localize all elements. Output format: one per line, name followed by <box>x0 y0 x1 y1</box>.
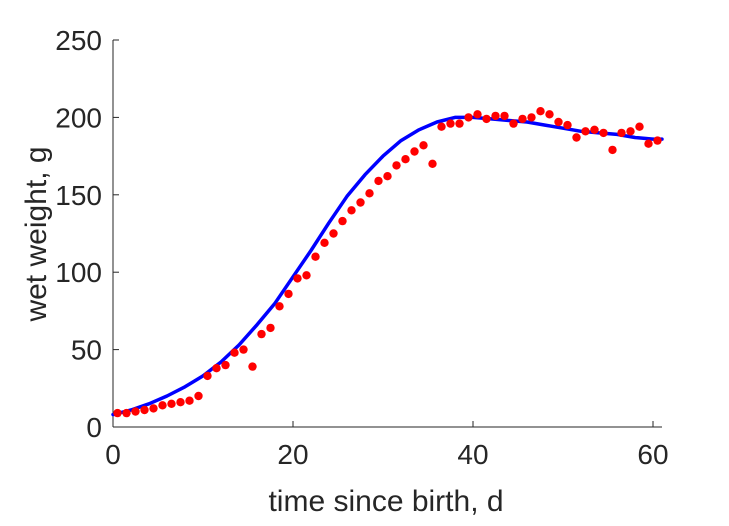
data-point <box>374 176 383 186</box>
y-tick-label: 200 <box>55 102 102 133</box>
data-point <box>437 122 446 131</box>
data-point <box>185 396 194 405</box>
data-point <box>536 107 545 116</box>
data-point <box>527 113 536 122</box>
data-point <box>257 329 266 339</box>
data-point <box>392 161 401 170</box>
data-series <box>111 107 664 418</box>
y-tick-label: 0 <box>86 412 102 443</box>
data-point <box>644 139 653 148</box>
x-axis-label: time since birth, d <box>268 485 503 518</box>
y-tick-label: 150 <box>55 180 102 211</box>
tick-labels: 0 20 40 60 0 50 100 150 200 250 <box>55 25 668 470</box>
axes <box>112 40 662 428</box>
data-point <box>563 120 572 130</box>
data-point <box>176 398 185 407</box>
y-axis-label: wet weight, g <box>20 146 53 322</box>
data-point <box>491 111 500 121</box>
data-point <box>131 407 140 416</box>
data-point <box>230 348 239 357</box>
data-point <box>356 198 365 207</box>
data-point <box>545 110 554 119</box>
data-point <box>509 119 518 128</box>
data-point <box>140 405 149 415</box>
data-point <box>284 289 293 299</box>
data-point <box>635 122 644 131</box>
data-point <box>617 128 626 138</box>
y-tick-label: 100 <box>55 257 102 288</box>
data-point <box>221 360 230 370</box>
data-point <box>572 133 581 142</box>
data-point <box>446 119 455 128</box>
data-point <box>239 345 248 354</box>
x-tick-label: 40 <box>457 439 488 470</box>
data-point <box>419 141 428 150</box>
data-point <box>266 323 275 333</box>
data-point <box>383 172 392 181</box>
data-point <box>608 145 617 155</box>
data-point <box>365 189 374 198</box>
data-point <box>554 117 563 127</box>
data-point <box>599 128 608 138</box>
data-point <box>401 155 410 164</box>
data-point <box>500 111 509 121</box>
y-tick-label: 50 <box>71 335 102 366</box>
data-point <box>248 362 257 371</box>
data-point <box>581 127 590 136</box>
data-point <box>338 216 347 226</box>
data-point <box>455 119 464 128</box>
data-point <box>311 252 320 261</box>
data-point <box>194 391 203 401</box>
data-point <box>464 113 473 122</box>
data-point <box>473 110 482 119</box>
x-tick-label: 20 <box>277 439 308 470</box>
data-point <box>410 147 419 156</box>
data-point <box>320 238 329 247</box>
data-point <box>158 401 167 410</box>
data-point <box>275 302 284 311</box>
x-tick-label: 0 <box>105 439 121 470</box>
y-tick-label: 250 <box>55 25 102 56</box>
data-point <box>167 399 176 408</box>
data-point <box>347 206 356 215</box>
data-point <box>482 114 491 124</box>
fit-curve-line <box>111 115 664 417</box>
data-point <box>113 408 122 418</box>
data-point <box>203 371 212 381</box>
data-point <box>293 274 302 283</box>
data-point <box>122 408 131 418</box>
data-point <box>212 364 221 373</box>
data-point <box>329 229 338 238</box>
data-point <box>302 271 311 280</box>
data-point <box>518 114 527 124</box>
data-point <box>626 127 635 136</box>
tick-marks <box>112 39 654 428</box>
x-tick-label: 60 <box>637 439 668 470</box>
data-point <box>590 125 599 134</box>
data-point <box>149 404 158 413</box>
data-point <box>653 136 662 145</box>
data-point <box>428 159 437 168</box>
